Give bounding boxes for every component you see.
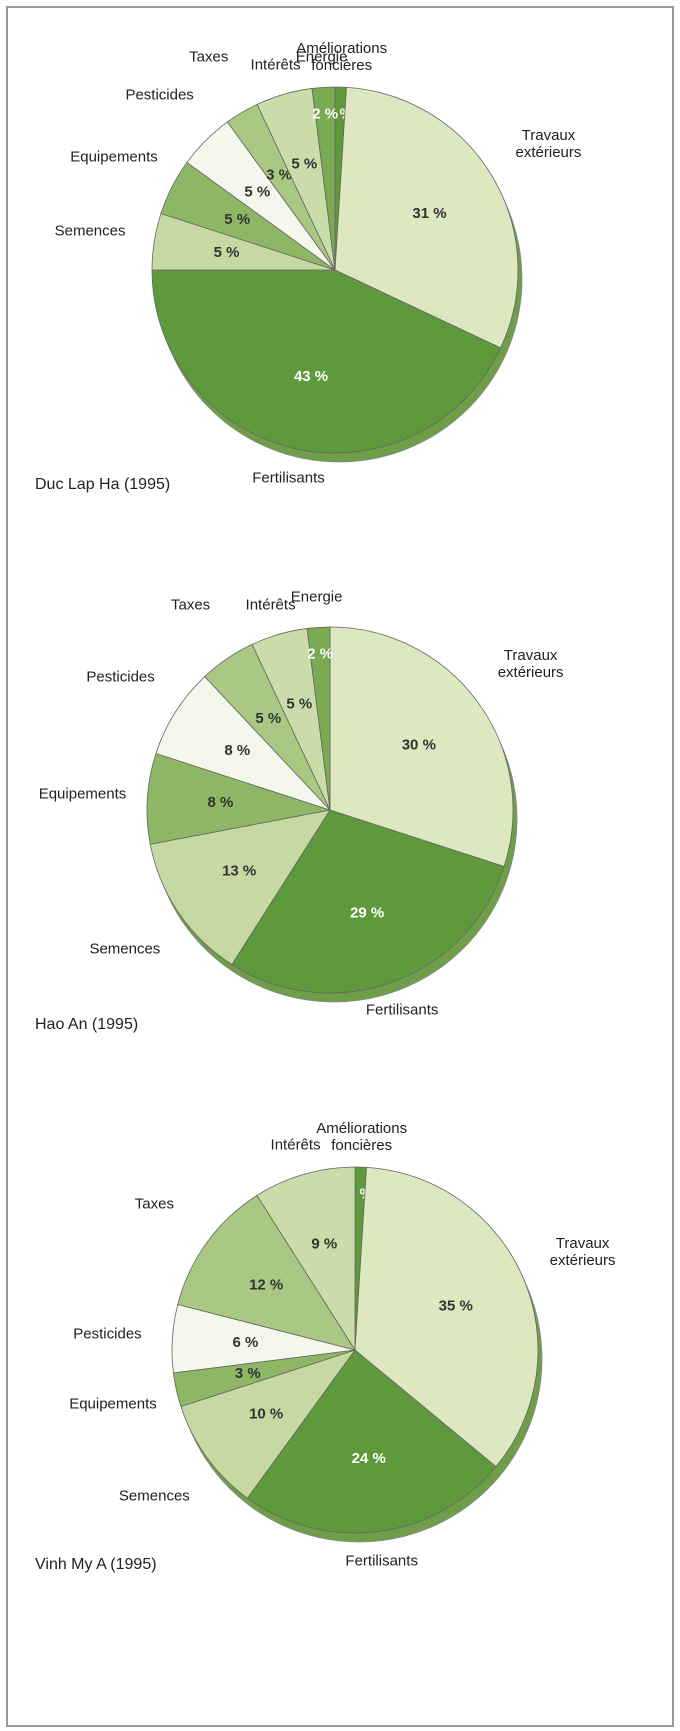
category-label: Améliorations foncières — [296, 40, 388, 75]
category-label: Equipements — [69, 1395, 157, 1413]
pie-slice — [334, 86, 519, 349]
value-label: 5 % — [244, 183, 270, 200]
category-label: Pesticides — [73, 1325, 142, 1343]
pie-slice — [155, 676, 331, 811]
category-label: Pesticides — [125, 86, 194, 104]
category-label: Energie — [290, 588, 343, 606]
category-label: Taxes — [134, 1195, 174, 1213]
pie-slice — [177, 1194, 356, 1351]
chart-title: Hao An (1995) — [35, 1016, 139, 1033]
pie-slice — [180, 1349, 357, 1499]
value-label: 2 % — [312, 106, 338, 123]
category-label: Semences — [118, 1487, 190, 1505]
value-label: 5 % — [255, 710, 281, 727]
value-label: 12 % — [249, 1276, 283, 1293]
pie-slice — [329, 626, 514, 868]
pie-slice — [306, 626, 331, 811]
value-label: 30 % — [402, 736, 436, 753]
category-label: Travaux extérieurs — [549, 1234, 616, 1269]
value-label: 5 % — [214, 244, 240, 261]
category-label: Equipements — [38, 785, 127, 803]
category-label: Fertilisants — [365, 1001, 439, 1019]
value-label: 29 % — [350, 904, 384, 921]
category-label: Intérêts — [250, 56, 301, 74]
value-label: 6 % — [232, 1334, 258, 1351]
pie-slice — [151, 269, 502, 454]
value-label: 43 % — [294, 368, 328, 385]
category-label: Travaux extérieurs — [497, 647, 564, 682]
value-label: 5 % — [286, 696, 312, 713]
category-label: Taxes — [189, 48, 229, 66]
category-label: Fertilisants — [345, 1552, 418, 1570]
value-label: 10 % — [249, 1406, 283, 1423]
pie-slice — [246, 1349, 497, 1534]
value-label: 3 % — [266, 166, 292, 183]
chart-title: Vinh My A (1995) — [35, 1556, 157, 1573]
value-label: 8 % — [224, 742, 250, 759]
category-label: Equipements — [70, 148, 158, 166]
value-label: 5 % — [224, 211, 250, 228]
category-label: Energie — [295, 48, 348, 66]
chart-title: Duc Lap Ha (1995) — [35, 476, 171, 493]
value-label: 9 % — [311, 1236, 337, 1253]
pie-slice — [311, 86, 336, 271]
category-label: Semences — [54, 222, 126, 240]
category-label: Taxes — [171, 596, 211, 614]
category-label: Améliorations foncières — [316, 1120, 408, 1155]
value-label: 35 % — [439, 1297, 473, 1314]
pie-slice — [354, 1166, 539, 1468]
pie-slice — [231, 809, 505, 994]
category-label: Travaux extérieurs — [515, 126, 582, 161]
category-label: Fertilisants — [252, 469, 325, 487]
category-label: Intérêts — [245, 596, 296, 614]
frame — [6, 6, 674, 1727]
category-label: Intérêts — [270, 1136, 321, 1154]
value-label: 31 % — [412, 205, 446, 222]
value-label: 5 % — [291, 156, 317, 173]
value-label: 13 % — [222, 863, 256, 880]
value-label: 3 % — [235, 1365, 261, 1382]
value-label: 24 % — [352, 1450, 386, 1467]
category-label: Pesticides — [86, 668, 155, 686]
pie-slice — [146, 752, 331, 845]
pie-slice — [149, 809, 331, 966]
value-label: 2 % — [307, 646, 333, 663]
value-label: 8 % — [207, 794, 233, 811]
pie-slice — [256, 1166, 356, 1352]
category-label: Semences — [89, 940, 161, 958]
